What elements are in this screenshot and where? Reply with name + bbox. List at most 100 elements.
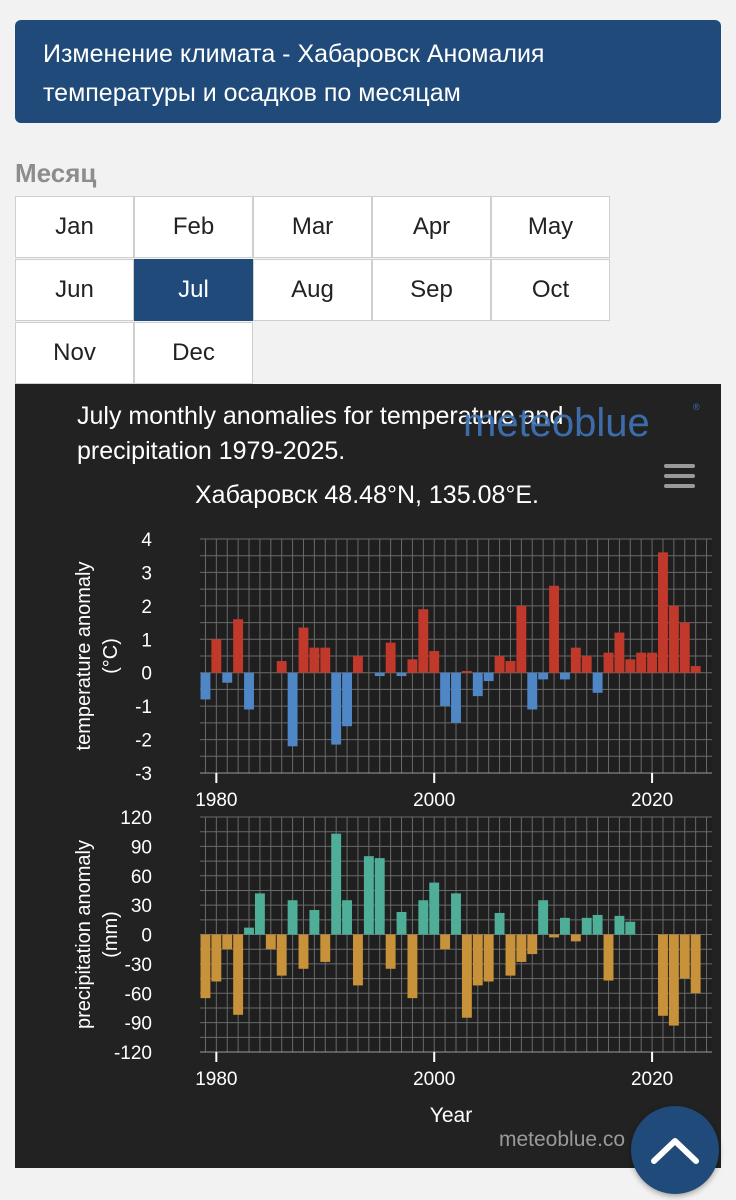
precip-bar-1986 bbox=[276, 934, 287, 976]
temp-bar-1996 bbox=[385, 642, 396, 673]
temp-bar-2011 bbox=[549, 585, 559, 673]
temp-bar-1991 bbox=[331, 672, 342, 745]
temp-bar-2021 bbox=[658, 552, 668, 673]
precip-bar-2017 bbox=[614, 915, 625, 935]
temp-bar-2016 bbox=[603, 652, 614, 673]
temp-bar-2024 bbox=[690, 666, 701, 673]
temp-bar-1982 bbox=[233, 619, 244, 673]
precip-bar-2003 bbox=[461, 934, 472, 1018]
precip-ytick-label: 30 bbox=[131, 896, 152, 917]
precip-bar-1992 bbox=[342, 900, 353, 935]
precip-bar-2004 bbox=[472, 934, 483, 986]
temp-bar-2002 bbox=[451, 672, 461, 723]
precip-bar-1995 bbox=[374, 858, 385, 935]
precip-ylabel: precipitation anomaly bbox=[73, 840, 95, 1029]
precip-bar-1988 bbox=[298, 934, 309, 969]
precip-bar-1982 bbox=[233, 934, 244, 1015]
temp-bar-1979 bbox=[200, 672, 211, 700]
temp-bar-2004 bbox=[472, 672, 483, 697]
temp-bar-2017 bbox=[614, 632, 625, 673]
precip-bar-2012 bbox=[559, 917, 570, 935]
temp-bar-1989 bbox=[309, 647, 320, 673]
temp-bar-2006 bbox=[494, 656, 505, 673]
month-button-aug[interactable]: Aug bbox=[253, 259, 372, 321]
precip-bar-1983 bbox=[244, 927, 254, 935]
chart-panel: July monthly anomalies for temperature a… bbox=[15, 384, 721, 1168]
precip-bar-2006 bbox=[494, 912, 505, 935]
chart-title-line2: precipitation 1979-2025. bbox=[77, 437, 345, 465]
temp-bar-2019 bbox=[636, 652, 647, 673]
temp-bar-2012 bbox=[559, 672, 570, 680]
temp-ytick-label: -1 bbox=[135, 697, 152, 718]
precip-ytick-label: -120 bbox=[114, 1043, 152, 1064]
month-button-nov[interactable]: Nov bbox=[15, 322, 134, 384]
temp-bar-1992 bbox=[342, 672, 353, 727]
month-button-dec[interactable]: Dec bbox=[134, 322, 253, 384]
temp-ytick-label: 3 bbox=[141, 563, 152, 584]
temp-bar-2010 bbox=[538, 672, 549, 680]
precip-bar-1987 bbox=[287, 900, 298, 935]
precip-bar-2023 bbox=[679, 934, 690, 979]
temp-xtick-label: 2020 bbox=[631, 790, 673, 811]
month-button-jan[interactable]: Jan bbox=[15, 196, 134, 258]
precip-bar-2010 bbox=[538, 900, 549, 935]
precip-bar-2022 bbox=[668, 934, 679, 1026]
precip-bar-1994 bbox=[363, 856, 374, 935]
temp-bar-1980 bbox=[211, 639, 222, 673]
month-button-may[interactable]: May bbox=[491, 196, 610, 258]
precip-ytick-label: -30 bbox=[125, 955, 152, 976]
precip-xtick-label: 1980 bbox=[195, 1069, 237, 1090]
temp-bar-1995 bbox=[374, 672, 385, 677]
precip-bar-2011 bbox=[549, 934, 559, 938]
temp-bar-2023 bbox=[679, 622, 690, 673]
month-label: Месяц bbox=[15, 158, 97, 188]
precip-ylabel-unit: (mm) bbox=[100, 911, 122, 958]
precip-ytick-label: 60 bbox=[131, 867, 152, 888]
month-button-mar[interactable]: Mar bbox=[253, 196, 372, 258]
temp-bar-1987 bbox=[287, 672, 298, 747]
temp-ylabel-unit: (°C) bbox=[100, 638, 122, 674]
precip-bar-2015 bbox=[592, 914, 603, 935]
month-button-feb[interactable]: Feb bbox=[134, 196, 253, 258]
precip-bar-2002 bbox=[451, 893, 461, 935]
precip-bar-2013 bbox=[570, 934, 581, 942]
precip-bar-2005 bbox=[483, 934, 494, 982]
temp-bar-1981 bbox=[222, 672, 233, 683]
precip-bar-2007 bbox=[505, 934, 516, 976]
temp-bar-1999 bbox=[418, 609, 429, 673]
month-button-apr[interactable]: Apr bbox=[372, 196, 491, 258]
precip-bar-1999 bbox=[418, 900, 429, 935]
meteoblue-credit: meteoblue.co bbox=[499, 1128, 625, 1151]
temp-bar-2020 bbox=[647, 652, 658, 673]
temp-bar-1983 bbox=[244, 672, 254, 710]
temp-ytick-label: 4 bbox=[141, 530, 152, 551]
temp-ytick-label: -3 bbox=[135, 764, 152, 785]
temp-bar-1997 bbox=[396, 672, 407, 677]
month-button-jul[interactable]: Jul bbox=[134, 259, 253, 321]
temp-bar-1998 bbox=[407, 659, 418, 673]
precip-ytick-label: -90 bbox=[125, 1014, 152, 1035]
precip-ytick-label: 90 bbox=[131, 837, 152, 858]
hamburger-icon[interactable] bbox=[664, 464, 695, 488]
precip-bar-1984 bbox=[254, 893, 265, 935]
precip-bar-2024 bbox=[690, 934, 701, 994]
temp-ytick-label: 2 bbox=[141, 597, 152, 618]
temperature-plot: 4 3 2 1 0 -1 -2 -3 1980 2000 2020 temperature anoma… bbox=[73, 530, 712, 811]
temp-ylabel: temperature anomaly bbox=[73, 562, 95, 751]
month-button-oct[interactable]: Oct bbox=[491, 259, 610, 321]
precipitation-plot: 120 90 60 30 0 -30 -60 -90 -120 1980 2000 2020 preci… bbox=[73, 808, 712, 1090]
temp-bar-2005 bbox=[483, 672, 494, 682]
precip-bar-1981 bbox=[222, 934, 233, 950]
month-button-sep[interactable]: Sep bbox=[372, 259, 491, 321]
precip-bar-1997 bbox=[396, 911, 407, 935]
month-button-jun[interactable]: Jun bbox=[15, 259, 134, 321]
temp-bar-2014 bbox=[581, 656, 592, 673]
x-axis-label: Year bbox=[430, 1104, 472, 1127]
chart-subtitle: Хабаровск 48.48°N, 135.08°E. bbox=[195, 481, 539, 509]
precip-bar-1980 bbox=[211, 934, 222, 982]
temp-bar-1986 bbox=[276, 661, 287, 673]
precip-bar-1996 bbox=[385, 934, 396, 969]
temp-xtick-label: 2000 bbox=[413, 790, 455, 811]
precip-bar-2001 bbox=[440, 934, 451, 950]
scroll-to-top-button[interactable] bbox=[631, 1106, 719, 1194]
